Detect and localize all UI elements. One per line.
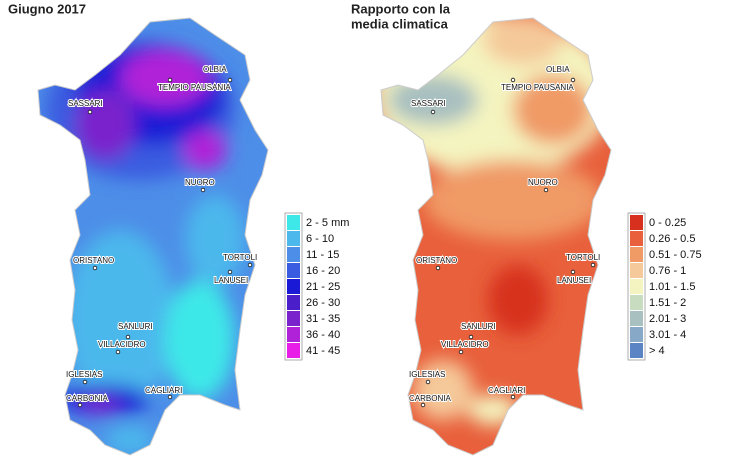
legend-label: 41 - 45 [306,345,340,357]
city-label: CAGLIARI [145,386,182,395]
city-dot [430,109,436,115]
legend-label: 21 - 25 [306,281,340,293]
legend-label: 26 - 30 [306,297,340,309]
city-label: CARBONIA [66,394,108,403]
legend: 0 - 0.25 0.26 - 0.5 0.51 - 0.75 0.76 - 1 1.0… [627,212,702,361]
legend-label: 0.51 - 0.75 [649,249,702,261]
city-dot [435,265,441,271]
city-label: IGLESIAS [409,370,445,379]
legend-label: 6 - 10 [306,233,334,245]
city-label: SANLURI [118,322,153,331]
city-dot [543,187,549,193]
legend-swatch [287,295,300,310]
rain-map: OLBIA TEMPIO PAUSANIA SASSARI NUORO ORISTANO… [37,17,269,456]
city-dot [510,394,516,400]
city-dot [77,402,83,408]
legend-swatch [630,327,643,342]
city-label: LANUSEI [557,276,591,285]
city-dot [468,334,474,340]
city-label: CAGLIARI [488,386,525,395]
city-dot [227,269,233,275]
city-label: VILLACIDRO [441,340,489,349]
legend-label: 3.01 - 4 [649,329,686,341]
legend-label: 16 - 20 [306,265,340,277]
legend-swatch [287,231,300,246]
city-dot [125,334,131,340]
city-label: CARBONIA [409,394,451,403]
legend-swatch [287,247,300,262]
legend-swatch [287,263,300,278]
city-label: IGLESIAS [66,370,102,379]
legend: 2 - 5 mm 6 - 10 11 - 15 16 - 20 21 - 25 26 - … [284,212,349,361]
city-label: NUORO [528,178,558,187]
city-label: SANLURI [461,322,496,331]
legend-swatch [287,327,300,342]
legend-label: 11 - 15 [306,249,339,261]
legend-label: 2 - 5 mm [306,217,349,229]
city-dot [247,262,253,268]
legend-swatch [630,311,643,326]
legend-swatch [630,343,643,358]
city-dot [458,349,464,355]
legend-swatch [630,247,643,262]
legend-label: 1.01 - 1.5 [649,281,695,293]
city-dot [82,379,88,385]
legend-label: 0.26 - 0.5 [649,233,695,245]
city-dot [570,269,576,275]
city-label: TORTOLI [223,253,257,262]
legend-swatch [630,215,643,230]
city-dot [570,77,576,83]
city-label: TEMPIO PAUSANIA [501,83,574,92]
city-dot [115,349,121,355]
city-label: OLBIA [546,65,570,74]
city-label: SASSARI [68,99,103,108]
city-dot [92,265,98,271]
legend-label: 0.76 - 1 [649,265,686,277]
city-dot [590,262,596,268]
city-dot [420,402,426,408]
legend-label: 1.51 - 2 [649,297,686,309]
legend-label: 36 - 40 [306,329,340,341]
city-label: LANUSEI [214,276,248,285]
city-dot [510,77,516,83]
city-dot [425,379,431,385]
legend-label: > 4 [649,345,665,357]
city-dot [167,394,173,400]
city-label: TORTOLI [566,253,600,262]
ratio-map: OLBIA TEMPIO PAUSANIA SASSARI NUORO ORISTANO… [380,17,612,456]
legend-swatch [630,295,643,310]
legend-swatch [287,279,300,294]
city-label: ORISTANO [416,256,457,265]
legend-label: 2.01 - 3 [649,313,686,325]
legend-swatch [287,311,300,326]
legend-label: 31 - 35 [306,313,340,325]
legend-label: 0 - 0.25 [649,217,686,229]
city-label: NUORO [185,178,215,187]
city-dot [167,77,173,83]
city-dot [87,109,93,115]
legend-swatch [287,343,300,358]
map-title: Rapporto con la [351,1,451,16]
city-dot [227,77,233,83]
city-label: SASSARI [411,99,446,108]
map-title: Giugno 2017 [8,1,86,16]
map-title: media climatica [351,16,449,31]
legend-swatch [630,279,643,294]
legend-swatch [287,215,300,230]
legend-swatch [630,231,643,246]
city-label: VILLACIDRO [98,340,146,349]
city-dot [200,187,206,193]
city-label: ORISTANO [73,256,114,265]
city-label: OLBIA [203,65,227,74]
city-label: TEMPIO PAUSANIA [158,83,231,92]
legend-swatch [630,263,643,278]
